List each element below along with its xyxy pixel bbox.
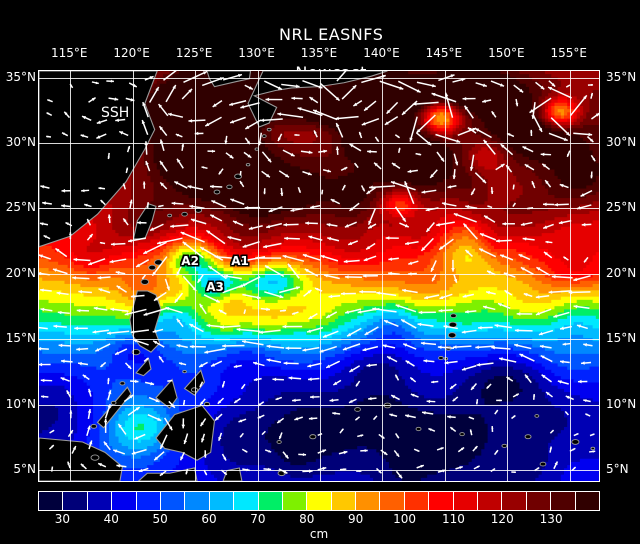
lat-tick-right-15: 15°N — [606, 331, 637, 346]
colorbar-swatch-21 — [551, 492, 576, 510]
colorbar-tick-80: 80 — [299, 512, 315, 526]
colorbar-swatch-0 — [39, 492, 64, 510]
lon-tick-135: 135°E — [300, 46, 338, 60]
colorbar-tick-70: 70 — [250, 512, 266, 526]
lat-tick-left-15: 15°N — [5, 331, 36, 346]
colorbar-swatch-6 — [185, 492, 210, 510]
map-plot-area[interactable]: SSH A1 A2 A3 — [38, 70, 600, 482]
lat-tick-right-20: 20°N — [606, 265, 637, 280]
lat-tick-right-5: 5°N — [606, 461, 629, 476]
lat-tick-left-25: 25°N — [5, 200, 36, 215]
lat-tick-right-10: 10°N — [606, 396, 637, 411]
ssh-color-field — [39, 71, 599, 481]
latitude-axis-right: 35°N 30°N 25°N 20°N 15°N 10°N 5°N — [602, 0, 640, 544]
lat-tick-left-10: 10°N — [5, 396, 36, 411]
colorbar-swatch-12 — [331, 492, 357, 510]
lon-tick-145: 145°E — [425, 46, 463, 60]
colorbar-tick-60: 60 — [201, 512, 217, 526]
colorbar-tick-50: 50 — [152, 512, 168, 526]
colorbar-swatch-11 — [307, 492, 332, 510]
colorbar-swatch-10 — [282, 492, 308, 510]
lat-tick-left-35: 35°N — [5, 69, 36, 84]
colorbar-swatch-22 — [575, 492, 599, 510]
colorbar-swatch-18 — [478, 492, 503, 510]
lon-tick-155: 155°E — [550, 46, 588, 60]
lat-tick-right-25: 25°N — [606, 200, 637, 215]
lon-tick-120: 120°E — [113, 46, 150, 60]
colorbar-swatch-5 — [160, 492, 186, 510]
colorbar-tick-100: 100 — [393, 512, 416, 526]
figure-title: NRL EASNFS Nowcast valid at 2009/11/17 0… — [0, 6, 640, 120]
longitude-axis-top: 115°E 120°E 125°E 130°E 135°E 140°E 145°E 150°E… — [0, 46, 640, 62]
lat-tick-right-35: 35°N — [606, 69, 637, 84]
lat-tick-right-30: 30°N — [606, 134, 637, 149]
lon-tick-140: 140°E — [363, 46, 400, 60]
colorbar-swatch-17 — [453, 492, 479, 510]
colorbar-swatch-9 — [258, 492, 283, 510]
colorbar-swatch-4 — [136, 492, 161, 510]
colorbar — [38, 491, 600, 511]
colorbar-tick-labels: 30 40 50 60 70 80 90 100 110 120 130 — [0, 512, 640, 528]
colorbar-tick-30: 30 — [54, 512, 71, 526]
lon-tick-150: 150°E — [488, 46, 525, 60]
colorbar-tick-120: 120 — [490, 512, 514, 526]
colorbar-swatch-19 — [502, 492, 527, 510]
map-label-a2: A2 — [181, 253, 199, 268]
colorbar-swatch-3 — [112, 492, 137, 510]
lon-tick-115: 115°E — [50, 46, 88, 60]
colorbar-tick-110: 110 — [441, 512, 465, 526]
lat-tick-left-20: 20°N — [5, 265, 36, 280]
colorbar-tick-130: 130 — [539, 512, 563, 526]
colorbar-swatch-7 — [209, 492, 235, 510]
lat-tick-left-5: 5°N — [13, 461, 36, 476]
colorbar-tick-40: 40 — [103, 512, 119, 526]
map-label-a1: A1 — [231, 253, 249, 268]
colorbar-swatch-2 — [87, 492, 113, 510]
lon-tick-130: 130°E — [238, 46, 275, 60]
lon-tick-125: 125°E — [175, 46, 213, 60]
map-label-ssh: SSH — [101, 104, 130, 121]
colorbar-swatch-8 — [234, 492, 259, 510]
latitude-axis-left: 35°N 30°N 25°N 20°N 15°N 10°N 5°N — [0, 0, 38, 544]
colorbar-swatch-14 — [380, 492, 405, 510]
colorbar-swatch-13 — [356, 492, 381, 510]
title-agency: NRL EASNFS — [279, 25, 384, 44]
lat-tick-left-30: 30°N — [5, 134, 36, 149]
colorbar-swatch-20 — [526, 492, 552, 510]
colorbar-tick-90: 90 — [348, 512, 364, 526]
colorbar-unit-label: cm — [309, 527, 329, 541]
colorbar-swatch-1 — [63, 492, 88, 510]
colorbar-swatch-15 — [404, 492, 430, 510]
colorbar-swatch-16 — [429, 492, 454, 510]
map-label-a3: A3 — [206, 279, 224, 294]
